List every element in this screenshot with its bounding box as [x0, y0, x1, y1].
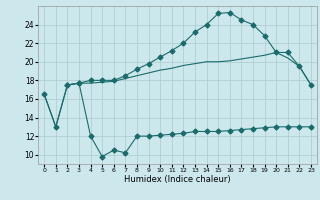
- X-axis label: Humidex (Indice chaleur): Humidex (Indice chaleur): [124, 175, 231, 184]
